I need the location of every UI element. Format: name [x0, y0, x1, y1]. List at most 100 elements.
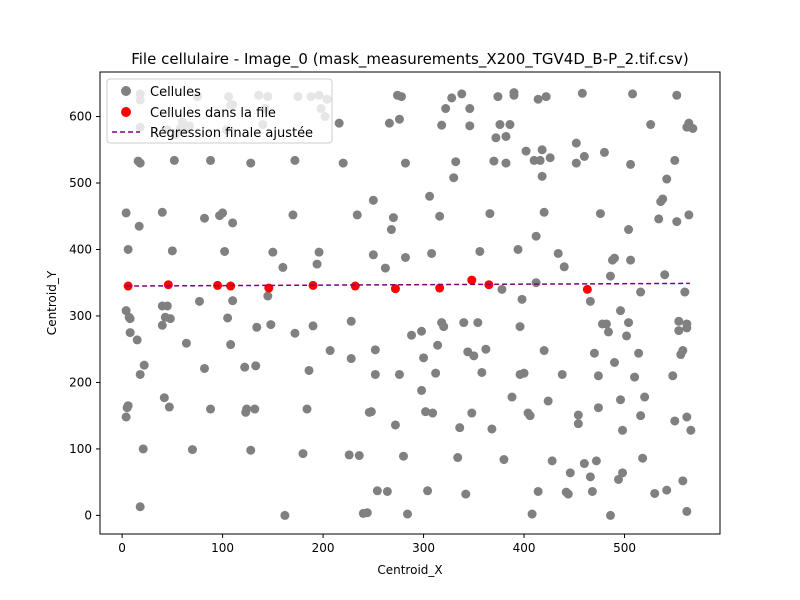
cell-point — [682, 319, 692, 329]
cell-point — [539, 207, 549, 217]
cell-point — [200, 213, 210, 223]
cell-point — [268, 247, 278, 257]
cell-point — [304, 365, 314, 375]
cell-point — [455, 423, 465, 433]
cell-point — [573, 419, 583, 429]
cell-point — [139, 360, 149, 370]
cell-point — [400, 158, 410, 168]
cell-point — [226, 340, 236, 350]
cell-point — [593, 403, 603, 413]
cell-point — [400, 252, 410, 262]
cell-point — [672, 217, 682, 227]
cell-point — [630, 372, 640, 382]
cell-point — [167, 246, 177, 256]
cell-point — [402, 509, 412, 519]
cell-point — [251, 361, 261, 371]
cell-point — [138, 444, 148, 454]
cell-point — [428, 408, 438, 418]
cell-point — [159, 393, 169, 403]
cell-point — [509, 90, 519, 100]
cell-point — [325, 346, 335, 356]
regression-line — [126, 282, 690, 287]
cell-point — [587, 486, 597, 496]
cell-point — [157, 207, 167, 217]
cell-point — [370, 345, 380, 355]
cell-point — [609, 357, 619, 367]
cell-point — [481, 344, 491, 354]
cell-point — [616, 306, 626, 316]
y-tick-label: 600 — [69, 110, 92, 124]
cell-point — [338, 158, 348, 168]
cell-point — [427, 248, 437, 258]
cell-point — [362, 508, 372, 518]
cell-point — [164, 402, 174, 412]
cell-point — [220, 246, 230, 256]
y-tick-label: 0 — [84, 508, 92, 522]
cell-point — [684, 210, 694, 220]
cell-point — [489, 156, 499, 166]
y-tick-label: 200 — [69, 375, 92, 389]
cell-point — [682, 412, 692, 422]
plot-frame — [99, 71, 721, 535]
cell-point — [250, 404, 260, 414]
y-tick-label: 500 — [69, 176, 92, 190]
cell-point — [599, 147, 609, 157]
cell-point — [288, 210, 298, 220]
cell-point — [228, 218, 238, 228]
cell-point — [441, 104, 451, 114]
y-axis-ticks: 0 100 200 300 400 500 600 — [69, 110, 100, 522]
cell-point — [344, 450, 354, 460]
legend-box — [106, 78, 333, 144]
cell-point — [380, 263, 390, 273]
cell-point — [605, 510, 615, 520]
cell-point — [447, 93, 457, 103]
cell-point — [181, 338, 191, 348]
cell-point — [246, 158, 256, 168]
cell-point — [628, 89, 638, 99]
cell-point — [206, 404, 216, 414]
cell-point — [660, 270, 670, 280]
cell-point — [242, 404, 252, 414]
file-cell-point — [582, 284, 592, 294]
cell-point — [372, 486, 382, 496]
cell-point — [662, 485, 672, 495]
cell-point — [252, 322, 262, 332]
cell-point — [579, 151, 589, 161]
legend-label-regression: Régression finale ajustée — [150, 126, 313, 141]
cell-point — [280, 510, 290, 520]
cell-point — [605, 271, 615, 281]
cell-point — [419, 353, 429, 363]
cell-point — [525, 411, 535, 421]
cell-point — [290, 155, 300, 165]
cell-point — [132, 335, 142, 345]
cell-point — [662, 174, 672, 184]
cell-point — [135, 369, 145, 379]
cell-point — [334, 118, 344, 128]
x-tick-label: 500 — [613, 541, 636, 555]
cell-point — [515, 322, 525, 332]
cell-point — [370, 369, 380, 379]
plot-points — [121, 88, 698, 520]
legend-label-cells: Cellules — [150, 85, 201, 100]
cell-point — [505, 120, 515, 130]
cell-point — [421, 407, 431, 417]
cell-point — [501, 131, 511, 141]
cell-point — [125, 328, 135, 338]
cell-point — [165, 314, 175, 324]
cell-point — [674, 326, 684, 336]
cell-point — [626, 255, 636, 265]
cell-point — [394, 114, 404, 124]
cell-point — [539, 346, 549, 356]
cell-point — [585, 472, 595, 482]
cell-point — [686, 425, 696, 435]
cell-point — [407, 330, 417, 340]
cell-point — [616, 395, 626, 405]
cell-point — [533, 486, 543, 496]
cell-point — [487, 424, 497, 434]
cell-point — [535, 155, 545, 165]
x-tick-label: 100 — [211, 541, 234, 555]
cell-point — [431, 368, 441, 378]
cell-point — [396, 92, 406, 102]
cell-point — [491, 133, 501, 143]
cell-point — [473, 318, 483, 328]
